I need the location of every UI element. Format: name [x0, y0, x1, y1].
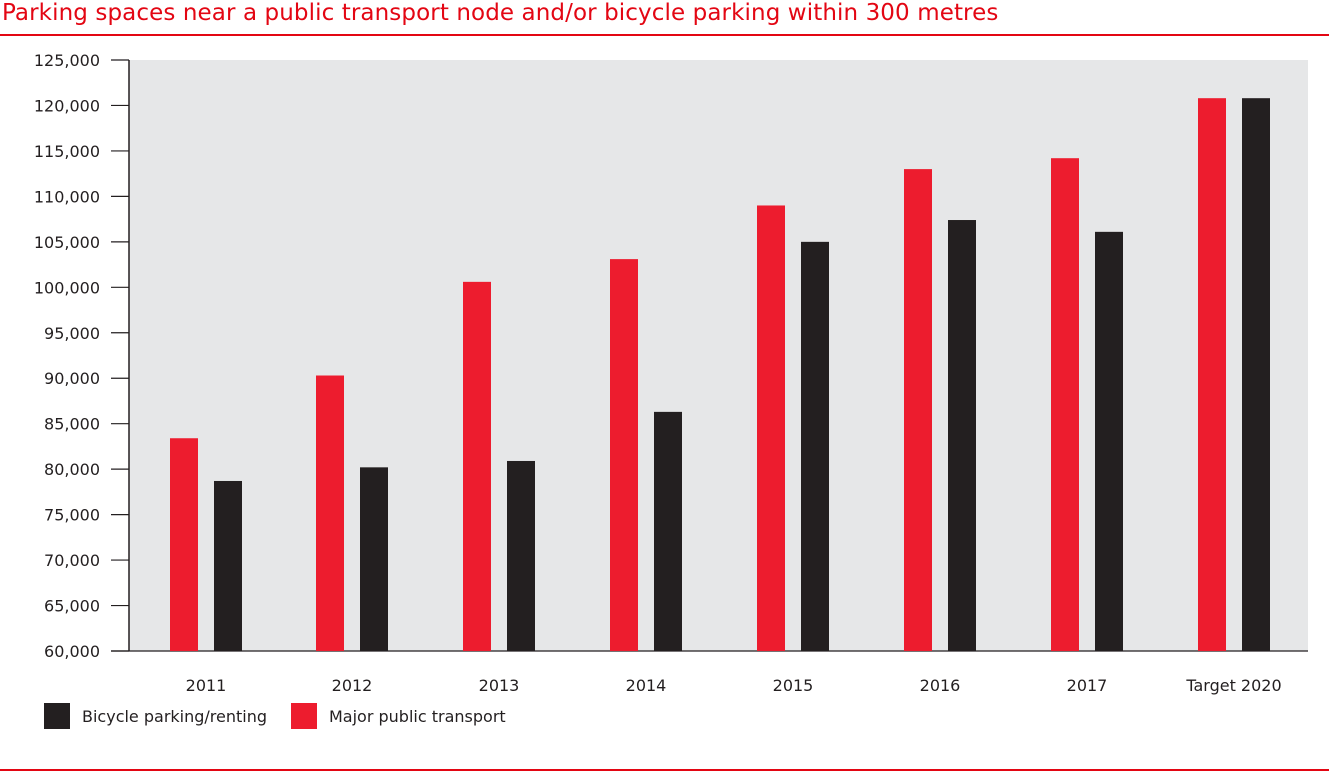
y-tick-label: 105,000	[34, 233, 100, 252]
bar-major-public-transport	[1051, 158, 1079, 651]
legend-item-bicycle: Bicycle parking/renting	[44, 703, 267, 729]
bar-major-public-transport	[904, 169, 932, 651]
legend-label-bicycle: Bicycle parking/renting	[82, 706, 268, 726]
bar-bicycle-parking	[801, 241, 829, 651]
bar-bicycle-parking	[507, 460, 535, 651]
y-tick-label: 65,000	[44, 597, 100, 616]
bar-major-public-transport	[757, 205, 785, 651]
y-tick-label: 75,000	[44, 506, 100, 525]
bar-bicycle-parking	[360, 467, 388, 651]
x-tick-label: 2014	[626, 676, 667, 695]
bar-bicycle-parking	[214, 480, 242, 651]
bar-bicycle-parking	[948, 220, 976, 652]
bar-major-public-transport	[1198, 98, 1226, 652]
x-tick-label: 2013	[479, 676, 520, 695]
bar-major-public-transport	[316, 375, 344, 651]
y-tick-label: 115,000	[34, 142, 100, 161]
bar-major-public-transport	[170, 438, 198, 651]
y-tick-label: 100,000	[34, 278, 100, 297]
plot-background	[129, 60, 1308, 651]
y-tick-label: 110,000	[34, 187, 100, 206]
bar-major-public-transport	[463, 281, 491, 651]
legend-label-public-transport: Major public transport	[329, 706, 506, 726]
x-tick-label: 2015	[773, 676, 814, 695]
legend-swatch-bicycle	[44, 703, 70, 729]
x-tick-label: 2012	[332, 676, 373, 695]
y-tick-label: 60,000	[44, 642, 100, 661]
y-tick-label: 125,000	[34, 51, 100, 70]
chart-title: Parking spaces near a public transport n…	[2, 0, 999, 26]
y-tick-label: 80,000	[44, 460, 100, 479]
y-tick-label: 70,000	[44, 551, 100, 570]
y-tick-label: 90,000	[44, 369, 100, 388]
bar-bicycle-parking	[1242, 98, 1270, 652]
bar-bicycle-parking	[654, 411, 682, 651]
bar-bicycle-parking	[1095, 231, 1123, 652]
x-tick-label: 2017	[1067, 676, 1108, 695]
legend-item-public-transport: Major public transport	[291, 703, 506, 729]
y-tick-label: 85,000	[44, 415, 100, 434]
bar-major-public-transport	[610, 259, 638, 651]
x-tick-label: Target 2020	[1185, 676, 1281, 695]
y-tick-label: 120,000	[34, 96, 100, 115]
x-tick-label: 2016	[920, 676, 961, 695]
y-tick-label: 95,000	[44, 324, 100, 343]
x-tick-label: 2011	[186, 676, 227, 695]
legend-swatch-public-transport	[291, 703, 317, 729]
